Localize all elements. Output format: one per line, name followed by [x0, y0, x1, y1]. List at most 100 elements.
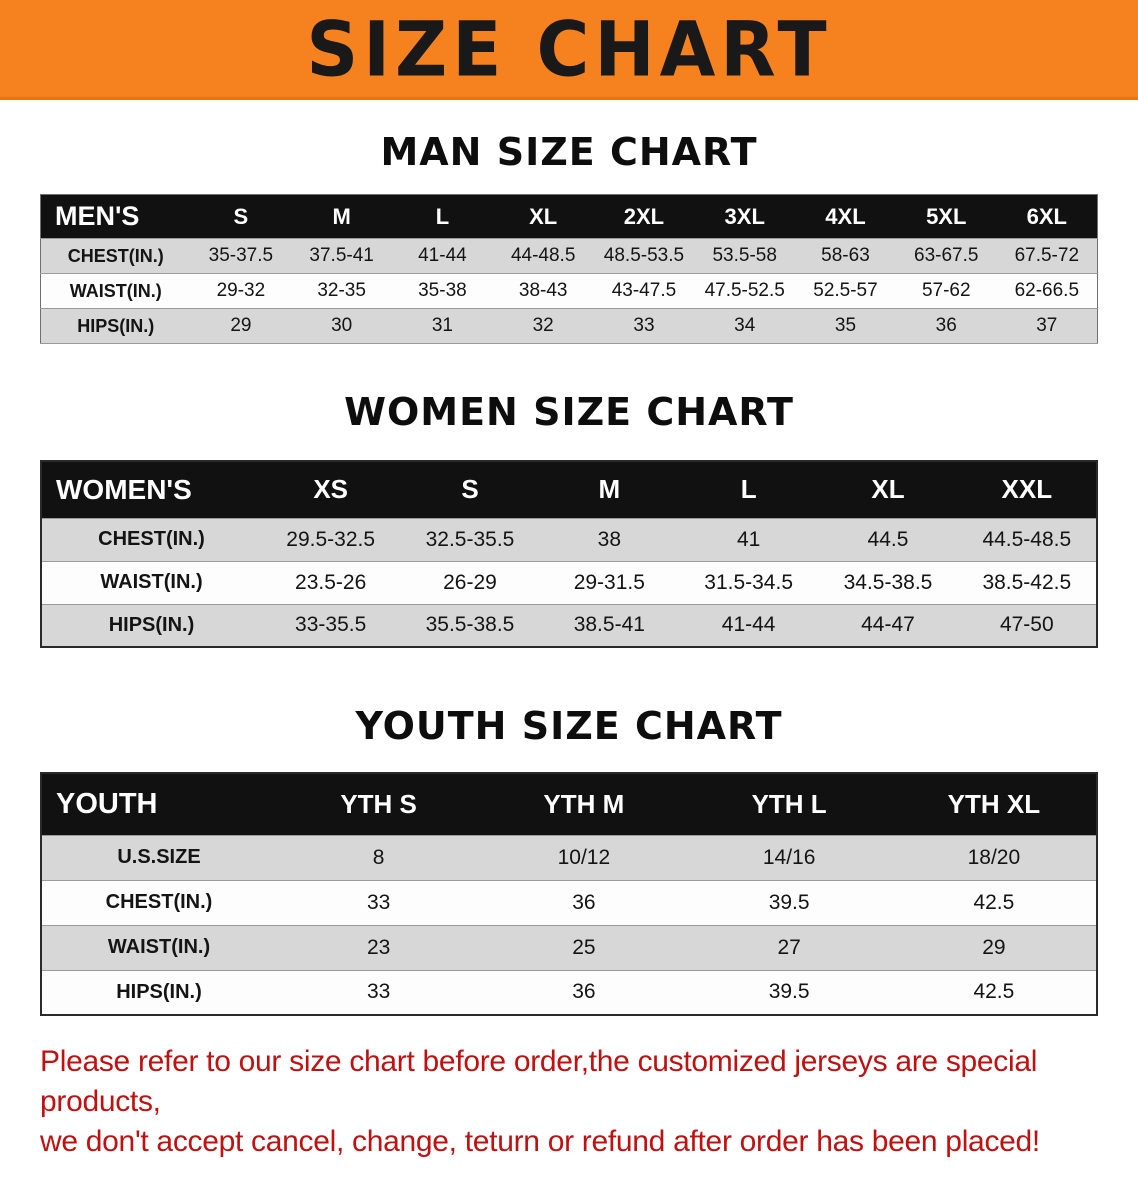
size-value-cell: 38-43 [492, 273, 594, 309]
size-value-cell: 38.5-42.5 [957, 560, 1097, 605]
size-value-cell: 35-37.5 [190, 238, 292, 274]
size-value-cell: 44.5 [818, 517, 958, 562]
size-value-cell: 37.5-41 [291, 238, 393, 274]
size-value-cell: 38 [539, 517, 679, 562]
table-row: WAIST(IN.) 23.5-26 26-29 29-31.5 31.5-34.5 34… [41, 560, 1097, 605]
size-value-cell: 44-48.5 [492, 238, 594, 274]
size-value-cell: 47-50 [957, 603, 1097, 648]
size-value-cell: 35 [795, 308, 896, 344]
measurement-label: WAIST(IN.) [41, 560, 261, 605]
size-column-header: XL [871, 474, 905, 505]
banner: SIZE CHART [0, 0, 1138, 100]
size-value-cell: 29-31.5 [539, 560, 679, 605]
table-row: WAIST(IN.) 23 25 27 29 [41, 924, 1097, 971]
size-value-cell: 31 [392, 308, 493, 344]
men-size-table: MEN'S S M L XL 2XL 3XL 4XL 5XL 6XL CHEST(IN.) 35-37… [40, 194, 1098, 344]
size-value-cell: 42.5 [891, 969, 1097, 1016]
size-column-header: 6XL [1026, 203, 1067, 229]
size-value-cell: 43-47.5 [593, 273, 695, 309]
measurement-label: CHEST(IN.) [41, 879, 276, 926]
size-value-cell: 23.5-26 [261, 560, 401, 605]
size-value-cell: 41-44 [678, 603, 819, 648]
table-corner-label: YOUTH [56, 787, 158, 820]
size-value-cell: 52.5-57 [795, 273, 896, 309]
size-value-cell: 36 [481, 969, 687, 1016]
size-value-cell: 41-44 [392, 238, 493, 274]
measurement-label: CHEST(IN.) [40, 238, 191, 274]
youth-size-table-host: YOUTH YTH S YTH M YTH L YTH XL U.S.SIZE 8 10/12… [40, 772, 1098, 1016]
size-value-cell: 23 [276, 924, 482, 971]
disclaimer-line-2: we don't accept cancel, change, teturn o… [40, 1125, 1040, 1158]
size-column-header: M [598, 474, 621, 505]
table-row: HIPS(IN.) 33-35.5 35.5-38.5 38.5-41 41-44 44-… [41, 603, 1097, 648]
size-column-header: YTH XL [947, 788, 1041, 819]
disclaimer-line-1: Please refer to our size chart before or… [40, 1045, 1038, 1118]
size-value-cell: 33 [593, 308, 695, 344]
size-value-cell: 36 [895, 308, 997, 344]
size-value-cell: 29 [891, 924, 1097, 971]
size-value-cell: 34.5-38.5 [818, 560, 958, 605]
measurement-label: HIPS(IN.) [41, 969, 276, 1016]
size-value-cell: 25 [481, 924, 687, 971]
women-size-table-host: WOMEN'S XS S M L XL XXL CHEST(IN.) 29.5-32.5 32.5… [40, 460, 1098, 648]
table-row: HIPS(IN.) 29 30 31 32 33 34 35 36 37 [40, 308, 1098, 344]
size-value-cell: 8 [276, 834, 482, 881]
size-column-header: L [740, 474, 757, 505]
men-section-heading: MAN SIZE CHART [380, 130, 758, 174]
size-value-cell: 33-35.5 [261, 603, 401, 648]
size-column-header: YTH L [751, 788, 827, 819]
size-value-cell: 34 [694, 308, 796, 344]
men-size-section: MAN SIZE CHART MEN'S S M L XL 2XL 3XL 4XL 5XL 6XL… [0, 130, 1138, 344]
size-column-header: M [332, 203, 351, 229]
table-row: U.S.SIZE 8 10/12 14/16 18/20 [41, 834, 1097, 881]
size-column-header: S [461, 474, 479, 505]
table-row: CHEST(IN.) 35-37.5 37.5-41 41-44 44-48.5 48.5… [40, 238, 1098, 274]
table-header-row: MEN'S S M L XL 2XL 3XL 4XL 5XL 6XL [40, 194, 1098, 239]
size-value-cell: 48.5-53.5 [593, 238, 695, 274]
size-column-header: YTH S [340, 788, 417, 819]
youth-section-heading: YOUTH SIZE CHART [355, 704, 783, 748]
size-value-cell: 63-67.5 [895, 238, 997, 274]
size-value-cell: 44-47 [818, 603, 958, 648]
page-title: SIZE CHART [306, 4, 832, 93]
measurement-label: WAIST(IN.) [40, 273, 191, 309]
size-value-cell: 32 [492, 308, 594, 344]
size-value-cell: 44.5-48.5 [957, 517, 1097, 562]
size-value-cell: 30 [291, 308, 393, 344]
size-column-header: 4XL [825, 203, 866, 229]
table-header-row: YOUTH YTH S YTH M YTH L YTH XL [41, 773, 1097, 835]
size-value-cell: 32-35 [291, 273, 393, 309]
size-column-header: 3XL [724, 203, 765, 229]
size-value-cell: 31.5-34.5 [678, 560, 819, 605]
youth-size-section: YOUTH SIZE CHART YOUTH YTH S YTH M YTH L YTH… [0, 704, 1138, 1016]
size-value-cell: 38.5-41 [539, 603, 679, 648]
size-value-cell: 36 [481, 879, 687, 926]
women-size-section: WOMEN SIZE CHART WOMEN'S XS S M L XL XXL CHEST(… [0, 390, 1138, 648]
size-value-cell: 18/20 [891, 834, 1097, 881]
measurement-label: WAIST(IN.) [41, 924, 276, 971]
size-column-header: L [435, 203, 450, 229]
size-value-cell: 37 [996, 308, 1098, 344]
table-corner-label: MEN'S [55, 201, 140, 231]
size-value-cell: 47.5-52.5 [694, 273, 796, 309]
size-column-header: 5XL [926, 203, 967, 229]
size-value-cell: 32.5-35.5 [400, 517, 540, 562]
women-section-heading: WOMEN SIZE CHART [344, 390, 794, 434]
disclaimer: Please refer to our size chart before or… [40, 1042, 1138, 1178]
size-column-header: XL [529, 203, 558, 229]
size-value-cell: 14/16 [686, 834, 892, 881]
size-value-cell: 29.5-32.5 [261, 517, 401, 562]
table-row: WAIST(IN.) 29-32 32-35 35-38 38-43 43-47.5 47.… [40, 273, 1098, 309]
measurement-label: U.S.SIZE [41, 834, 276, 881]
men-size-table-host: MEN'S S M L XL 2XL 3XL 4XL 5XL 6XL CHEST(IN.) 35-37… [40, 194, 1098, 344]
measurement-label: HIPS(IN.) [40, 308, 191, 344]
size-value-cell: 33 [276, 879, 482, 926]
table-row: CHEST(IN.) 33 36 39.5 42.5 [41, 879, 1097, 926]
size-value-cell: 27 [686, 924, 892, 971]
size-value-cell: 35.5-38.5 [400, 603, 540, 648]
size-value-cell: 39.5 [686, 969, 892, 1016]
table-corner-label: WOMEN'S [56, 473, 192, 505]
measurement-label: HIPS(IN.) [41, 603, 261, 648]
size-value-cell: 58-63 [795, 238, 896, 274]
